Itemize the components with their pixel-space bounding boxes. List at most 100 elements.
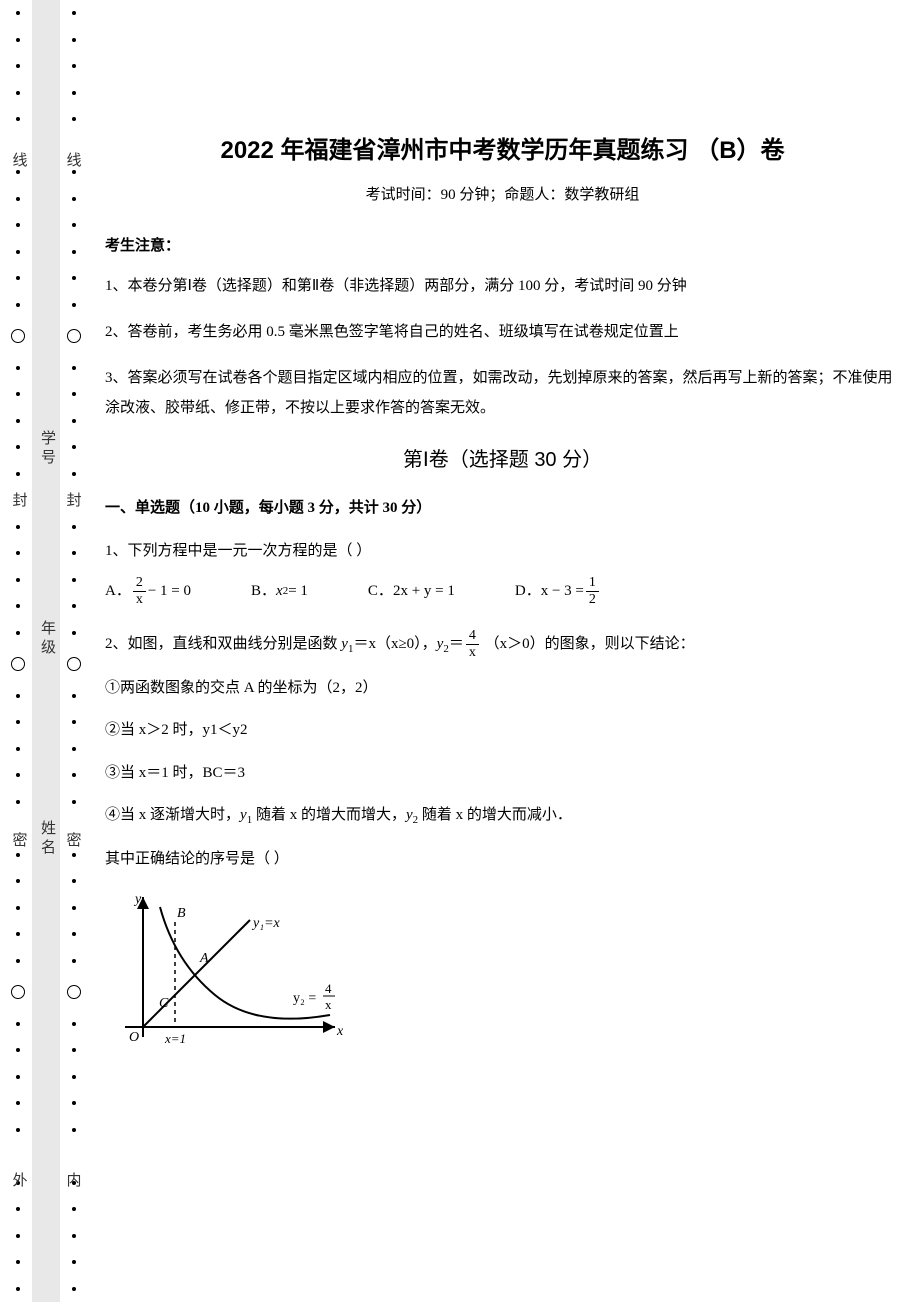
dot-icon [16, 1207, 20, 1211]
dot-icon [16, 91, 20, 95]
circle-mark-icon [67, 329, 81, 343]
dot-icon [72, 392, 76, 396]
dot-icon [16, 604, 20, 608]
q1-opt-d: D． x − 3 = 1 2 [515, 576, 601, 607]
dot-icon [72, 1287, 76, 1291]
q1-a-prefix: A． [105, 577, 131, 606]
dot-icon [72, 906, 76, 910]
binding-margin: 线 封 密 外 线 封 密 内 学 号 年 级 姓 名 [0, 0, 95, 1302]
circle-mark-icon [67, 657, 81, 671]
dot-icon [72, 1022, 76, 1026]
question-1: 1、下列方程中是一元一次方程的是（ ） A． 2 x − 1 = 0 B． x2… [105, 537, 900, 607]
dot-icon [16, 773, 20, 777]
dot-icon [16, 1128, 20, 1132]
q1-c-prefix: C． [368, 577, 393, 606]
dot-icon [72, 853, 76, 857]
dot-icon [16, 906, 20, 910]
dot-icon [16, 800, 20, 804]
dot-icon [16, 1287, 20, 1291]
q2-stmt-2: ②当 x＞2 时，y1＜y2 [105, 716, 900, 745]
page-content: 2022 年福建省漳州市中考数学历年真题练习 （B）卷 考试时间：90 分钟；命… [105, 0, 900, 1085]
dot-icon [72, 1128, 76, 1132]
dot-icon [72, 223, 76, 227]
dot-icon [16, 250, 20, 254]
inner-char-3: 密 [66, 834, 82, 849]
q2-y1: y [341, 635, 348, 651]
notice-item-1: 1、本卷分第Ⅰ卷（选择题）和第Ⅱ卷（非选择题）两部分，满分 100 分，考试时间… [105, 271, 900, 301]
dot-icon [72, 525, 76, 529]
dot-icon [72, 959, 76, 963]
outer-char-2: 封 [12, 494, 28, 509]
strip-label-3: 姓 名 [38, 820, 54, 854]
circle-mark-icon [67, 985, 81, 999]
dot-icon [16, 276, 20, 280]
dot-icon [72, 551, 76, 555]
dot-icon [16, 1048, 20, 1052]
q2-graph: y x O B A C x=1 y₁=x y₂ = 4 x [105, 887, 900, 1063]
q2-stmt-4: ④当 x 逐渐增大时，y1 随着 x 的增大而增大，y2 随着 x 的增大而减小… [105, 801, 900, 831]
q2-s4-lead: ④当 x 逐渐增大时， [105, 807, 240, 823]
q1-opt-b: B． x2 = 1 [251, 576, 308, 607]
dot-icon [72, 773, 76, 777]
fraction-icon: 4x [466, 629, 479, 660]
dot-icon [72, 91, 76, 95]
dot-icon [72, 1101, 76, 1105]
dot-icon [72, 1260, 76, 1264]
dot-icon [72, 64, 76, 68]
dot-icon [16, 472, 20, 476]
inner-char-2: 封 [66, 494, 82, 509]
dot-icon [16, 959, 20, 963]
q1-opt-c: C． 2x + y = 1 [368, 576, 455, 607]
dot-icon [16, 853, 20, 857]
strip-label-1: 学 号 [38, 430, 54, 464]
dot-icon [72, 366, 76, 370]
dot-icon [16, 1234, 20, 1238]
dot-icon [72, 747, 76, 751]
dot-icon [72, 879, 76, 883]
dot-icon [72, 276, 76, 280]
dot-icon [72, 250, 76, 254]
q1-b-base: x [276, 577, 283, 606]
q1-opt-a: A． 2 x − 1 = 0 [105, 576, 191, 607]
q1-b-prefix: B． [251, 577, 276, 606]
dot-icon [72, 604, 76, 608]
dot-icon [16, 1260, 20, 1264]
q1-b-tail: = 1 [288, 577, 308, 606]
q1-options: A． 2 x − 1 = 0 B． x2 = 1 C． 2x + y = 1 D… [105, 576, 900, 607]
x1-label: x=1 [164, 1031, 186, 1046]
dot-icon [16, 445, 20, 449]
dot-icon [16, 525, 20, 529]
dot-icon [16, 694, 20, 698]
dot-icon [16, 170, 20, 174]
dot-icon [16, 223, 20, 227]
part-1-heading: 一、单选题（10 小题，每小题 3 分，共计 30 分） [105, 496, 900, 517]
inner-char-4: 内 [66, 1174, 82, 1189]
dot-icon [16, 1022, 20, 1026]
q2-s4-tail: 随着 x 的增大而减小． [418, 807, 572, 823]
dot-icon [16, 932, 20, 936]
dot-icon [16, 747, 20, 751]
q1-d-lead: x − 3 = [541, 577, 584, 606]
q2-stem-lead: 2、如图，直线和双曲线分别是函数 [105, 635, 341, 651]
frac-den: x [133, 592, 146, 607]
dot-icon [16, 64, 20, 68]
dot-icon [72, 117, 76, 121]
dot-icon [72, 800, 76, 804]
dot-icon [16, 1075, 20, 1079]
outer-char-1: 线 [12, 154, 28, 169]
y2-frac-num: 4 [325, 981, 332, 996]
q2-y2-eq-lead: ＝ [449, 635, 464, 651]
section-1-heading: 第Ⅰ卷（选择题 30 分） [105, 443, 900, 472]
dot-icon [72, 1075, 76, 1079]
dot-icon [16, 578, 20, 582]
q2-stmt-1: ①两函数图象的交点 A 的坐标为（2，2） [105, 674, 900, 703]
y1x-label: y₁=x [251, 916, 281, 931]
function-graph-icon: y x O B A C x=1 y₁=x y₂ = 4 x [105, 887, 355, 1052]
exam-title: 2022 年福建省漳州市中考数学历年真题练习 （B）卷 [105, 130, 900, 165]
q2-y1-eq: ＝x（x≥0）， [353, 635, 436, 651]
frac-den: x [466, 645, 479, 660]
notice-item-3: 3、答案必须写在试卷各个题目指定区域内相应的位置，如需改动，先划掉原来的答案，然… [105, 363, 900, 423]
dot-icon [16, 197, 20, 201]
dot-icon [16, 303, 20, 307]
q2-s4-y2: y [406, 807, 413, 823]
